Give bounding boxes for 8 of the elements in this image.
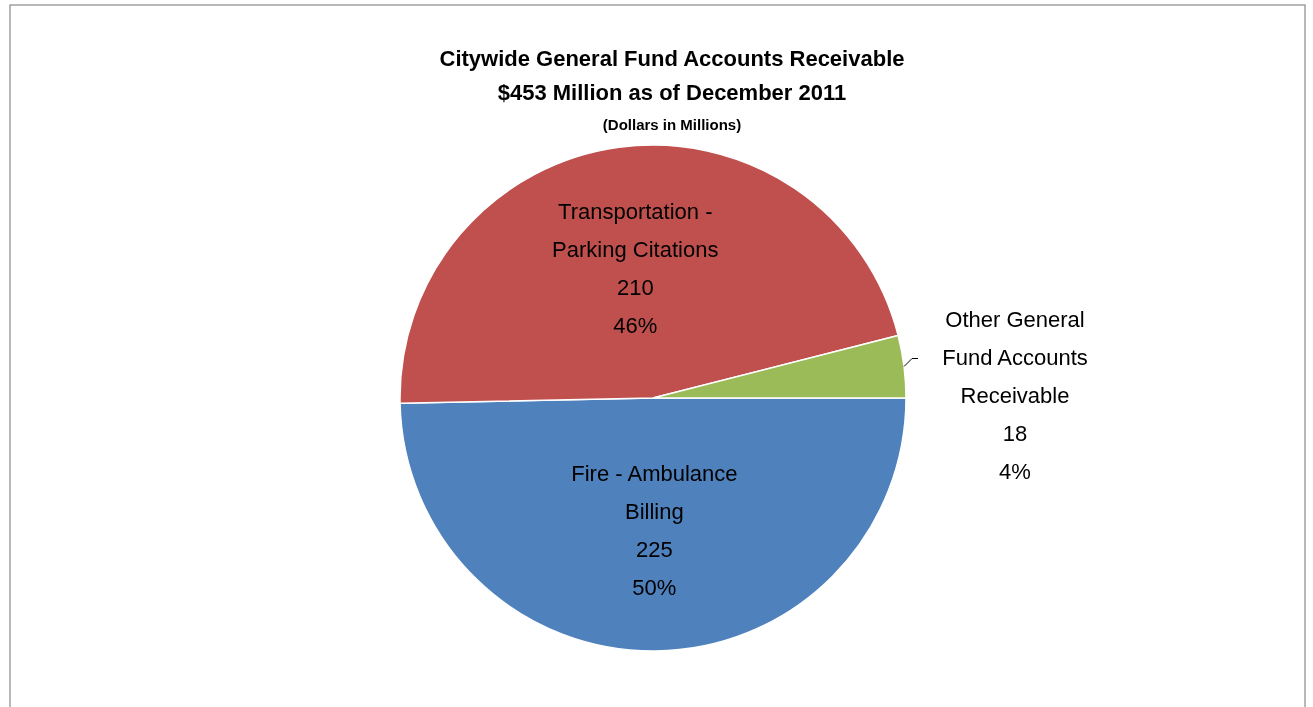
- slice-label: Fire - Ambulance Billing: [571, 460, 738, 524]
- data-label: 225 50%: [632, 536, 677, 600]
- data-label: 18 4%: [999, 421, 1031, 484]
- data-label: 210 46%: [613, 274, 658, 338]
- slice-label: Other General Fund Accounts Receivable: [942, 307, 1088, 408]
- chart-subtitle: (Dollars in Millions): [602, 116, 742, 133]
- slice-label: Transportation - Parking Citations: [552, 198, 719, 262]
- chart-title: Citywide General Fund Accounts Receivable $453 Million as of December 2011: [439, 46, 905, 105]
